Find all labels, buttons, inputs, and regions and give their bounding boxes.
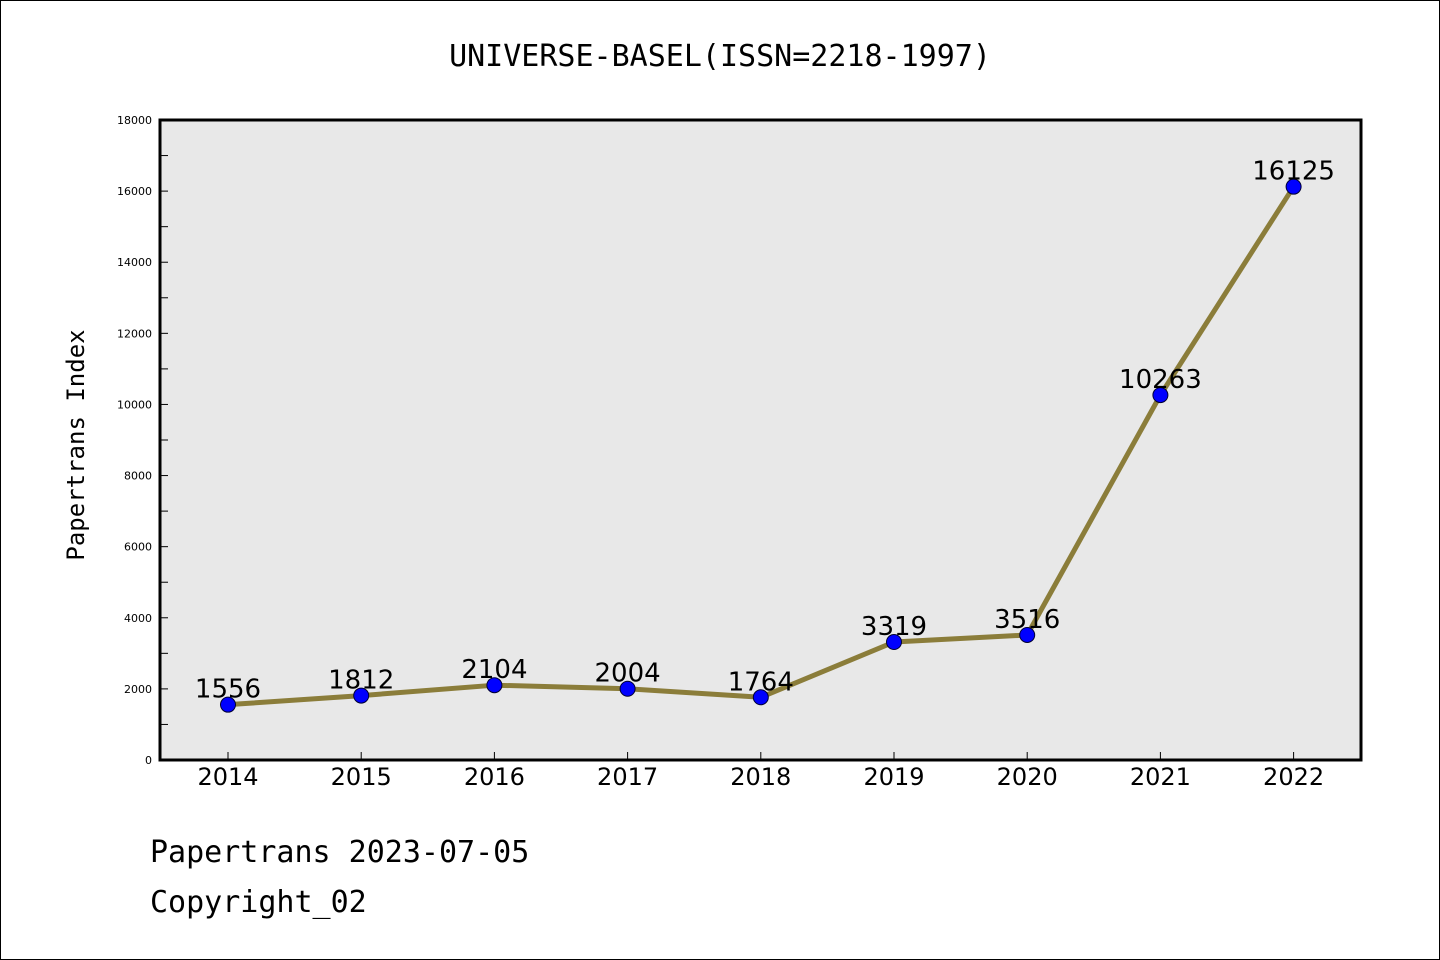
data-label: 3516 xyxy=(994,605,1060,635)
y-tick-label: 4000 xyxy=(124,612,152,625)
x-tick-label: 2018 xyxy=(730,763,791,791)
data-point xyxy=(1285,178,1302,195)
footer-copyright: Copyright_02 xyxy=(150,885,367,920)
data-label: 1556 xyxy=(195,675,261,705)
data-labels: 1556 1812 2104 2004 1764 3319 3516 10263 16125 xyxy=(195,157,1335,705)
x-tick-label: 2015 xyxy=(331,763,392,791)
data-point xyxy=(1019,626,1036,643)
x-tick-label: 2017 xyxy=(597,763,658,791)
y-tick-label: 18000 xyxy=(117,114,152,127)
plot-area xyxy=(158,118,1363,762)
data-point xyxy=(619,680,636,697)
data-label: 2004 xyxy=(595,659,661,689)
footer-date: Papertrans 2023-07-05 xyxy=(150,835,530,870)
data-point xyxy=(752,689,769,706)
data-point xyxy=(220,696,236,713)
y-tick-label: 10000 xyxy=(117,398,152,411)
x-tick-label: 2016 xyxy=(464,763,525,791)
y-tick-label: 0 xyxy=(145,754,152,767)
x-tick-label: 2022 xyxy=(1263,763,1324,791)
y-tick-label: 6000 xyxy=(124,541,152,554)
series-line-group xyxy=(220,178,1302,713)
chart-title: UNIVERSE-BASEL(ISSN=2218-1997) xyxy=(449,39,991,74)
x-axis: 2014 2015 2016 2017 2018 2019 2020 2021 2022 xyxy=(197,752,1324,791)
y-tick-label: 14000 xyxy=(117,256,152,269)
data-label: 1812 xyxy=(328,666,394,696)
data-point xyxy=(886,633,902,650)
y-tick-label: 8000 xyxy=(124,470,152,483)
x-tick-label: 2020 xyxy=(997,763,1058,791)
x-tick-label: 2021 xyxy=(1130,763,1191,791)
data-label: 16125 xyxy=(1252,157,1335,187)
y-tick-label: 16000 xyxy=(117,185,152,198)
data-point xyxy=(353,687,370,704)
x-tick-label: 2019 xyxy=(863,763,924,791)
data-label: 3319 xyxy=(861,612,927,642)
data-label: 2104 xyxy=(461,655,527,685)
data-point xyxy=(486,677,503,694)
y-tick-label: 12000 xyxy=(117,327,152,340)
y-axis-label: Papertrans Index xyxy=(62,329,90,560)
y-tick-label: 2000 xyxy=(124,683,152,696)
x-tick-label: 2014 xyxy=(197,763,258,791)
data-point xyxy=(1152,387,1169,404)
data-label: 10263 xyxy=(1119,365,1202,395)
data-label: 1764 xyxy=(728,667,794,697)
y-axis: 0 2000 4000 6000 8000 10000 12000 14000 16000 180… xyxy=(117,114,168,767)
